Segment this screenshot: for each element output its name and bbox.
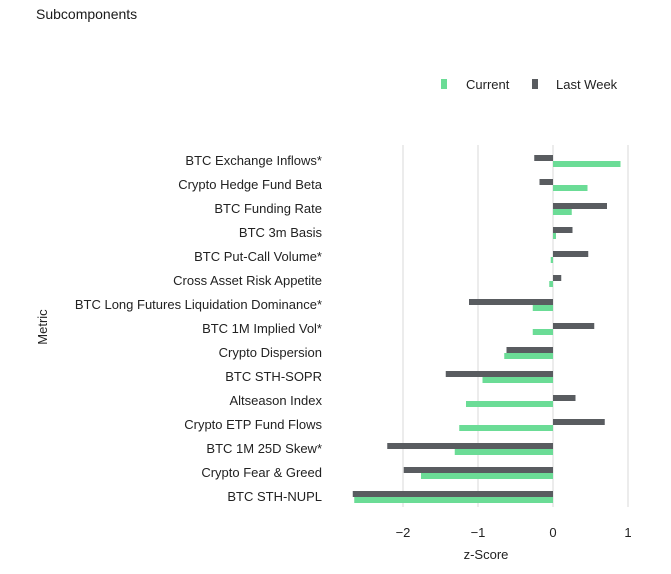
bar-current bbox=[421, 473, 553, 479]
bar-last-week bbox=[553, 275, 562, 281]
category-label: BTC 1M Implied Vol* bbox=[202, 321, 322, 336]
x-tick-label: 0 bbox=[549, 525, 556, 540]
bar-current bbox=[459, 425, 553, 431]
bar-current bbox=[532, 329, 553, 335]
bar-last-week bbox=[539, 179, 553, 185]
bar-current bbox=[553, 233, 556, 239]
x-tick-label: −2 bbox=[396, 525, 411, 540]
bar-current bbox=[466, 401, 553, 407]
category-label: Crypto Hedge Fund Beta bbox=[178, 177, 323, 192]
legend-label-current: Current bbox=[466, 77, 510, 92]
x-tick-label: −1 bbox=[471, 525, 486, 540]
category-label: BTC Put-Call Volume* bbox=[194, 249, 322, 264]
category-label: Cross Asset Risk Appetite bbox=[173, 273, 322, 288]
bar-last-week bbox=[553, 251, 589, 257]
category-label: Crypto Fear & Greed bbox=[201, 465, 322, 480]
bar-last-week bbox=[506, 347, 553, 353]
category-label: BTC 3m Basis bbox=[239, 225, 323, 240]
bar-last-week bbox=[387, 443, 553, 449]
category-label: BTC Long Futures Liquidation Dominance* bbox=[75, 297, 322, 312]
legend-label-last-week: Last Week bbox=[556, 77, 618, 92]
bar-last-week bbox=[553, 323, 595, 329]
bar-last-week bbox=[352, 491, 553, 497]
bar-current bbox=[454, 449, 553, 455]
legend-swatch-last-week bbox=[532, 79, 538, 89]
legend: Current Last Week bbox=[441, 77, 618, 92]
bar-last-week bbox=[445, 371, 553, 377]
bar-current bbox=[549, 281, 553, 287]
x-tick-label: 1 bbox=[624, 525, 631, 540]
category-label: Crypto Dispersion bbox=[219, 345, 322, 360]
bar-last-week bbox=[403, 467, 553, 473]
bar-current bbox=[553, 161, 621, 167]
bar-last-week bbox=[553, 395, 576, 401]
category-label: BTC STH-SOPR bbox=[225, 369, 322, 384]
category-label: BTC Exchange Inflows* bbox=[185, 153, 322, 168]
category-label: Crypto ETP Fund Flows bbox=[184, 417, 322, 432]
category-labels: BTC Exchange Inflows* Crypto Hedge Fund B… bbox=[75, 153, 323, 504]
x-axis-ticks: −2 −1 0 1 bbox=[396, 525, 632, 540]
bar-current bbox=[482, 377, 553, 383]
bar-last-week bbox=[553, 203, 607, 209]
bar-current bbox=[532, 305, 553, 311]
bar-current bbox=[504, 353, 553, 359]
category-label: Altseason Index bbox=[229, 393, 322, 408]
bar-current bbox=[553, 209, 572, 215]
category-label: BTC STH-NUPL bbox=[227, 489, 322, 504]
x-axis-label: z-Score bbox=[464, 547, 509, 562]
category-label: BTC Funding Rate bbox=[214, 201, 322, 216]
bar-current bbox=[354, 497, 553, 503]
legend-swatch-current bbox=[441, 79, 447, 89]
bars bbox=[352, 155, 621, 503]
category-label: BTC 1M 25D Skew* bbox=[206, 441, 322, 456]
y-axis-label: Metric bbox=[35, 309, 50, 345]
bar-last-week bbox=[553, 227, 573, 233]
page-title: Subcomponents bbox=[36, 6, 138, 22]
bar-current bbox=[553, 185, 588, 191]
bar-last-week bbox=[469, 299, 553, 305]
bar-last-week bbox=[534, 155, 553, 161]
bar-current bbox=[550, 257, 553, 263]
bar-last-week bbox=[553, 419, 605, 425]
